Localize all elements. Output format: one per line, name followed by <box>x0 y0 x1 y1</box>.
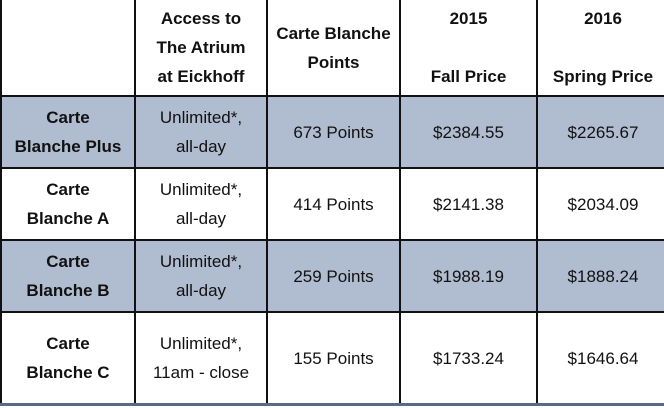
plan-name: Carte Blanche C <box>0 311 136 405</box>
points: 673 Points <box>266 95 401 169</box>
spring-price: $2034.09 <box>536 167 664 241</box>
header-row: Access to The Atrium at Eickhoff Carte B… <box>0 0 664 97</box>
header-points: Carte Blanche Points <box>266 0 401 97</box>
table-row: Carte Blanche C Unlimited*, 11am - close… <box>0 311 664 405</box>
fall-price: $1988.19 <box>399 239 538 313</box>
plan-name: Carte Blanche A <box>0 167 136 241</box>
fall-price: $1733.24 <box>399 311 538 405</box>
access: Unlimited*, all-day <box>134 239 268 313</box>
access: Unlimited*, all-day <box>134 167 268 241</box>
header-empty <box>0 0 136 97</box>
table-row: Carte Blanche B Unlimited*, all-day 259 … <box>0 239 664 313</box>
header-fall-price: 2015 Fall Price <box>399 0 538 97</box>
fall-price: $2141.38 <box>399 167 538 241</box>
points: 259 Points <box>266 239 401 313</box>
spring-price: $2265.67 <box>536 95 664 169</box>
header-spring-price: 2016 Spring Price <box>536 0 664 97</box>
points: 155 Points <box>266 311 401 405</box>
fall-price: $2384.55 <box>399 95 538 169</box>
points: 414 Points <box>266 167 401 241</box>
plan-name: Carte Blanche B <box>0 239 136 313</box>
access: Unlimited*, all-day <box>134 95 268 169</box>
table-row: Carte Blanche A Unlimited*, all-day 414 … <box>0 167 664 241</box>
spring-price: $1646.64 <box>536 311 664 405</box>
header-access: Access to The Atrium at Eickhoff <box>134 0 268 97</box>
plan-name: Carte Blanche Plus <box>0 95 136 169</box>
bottom-border <box>0 403 664 406</box>
access: Unlimited*, 11am - close <box>134 311 268 405</box>
table-row: Carte Blanche Plus Unlimited*, all-day 6… <box>0 95 664 169</box>
spring-price: $1888.24 <box>536 239 664 313</box>
